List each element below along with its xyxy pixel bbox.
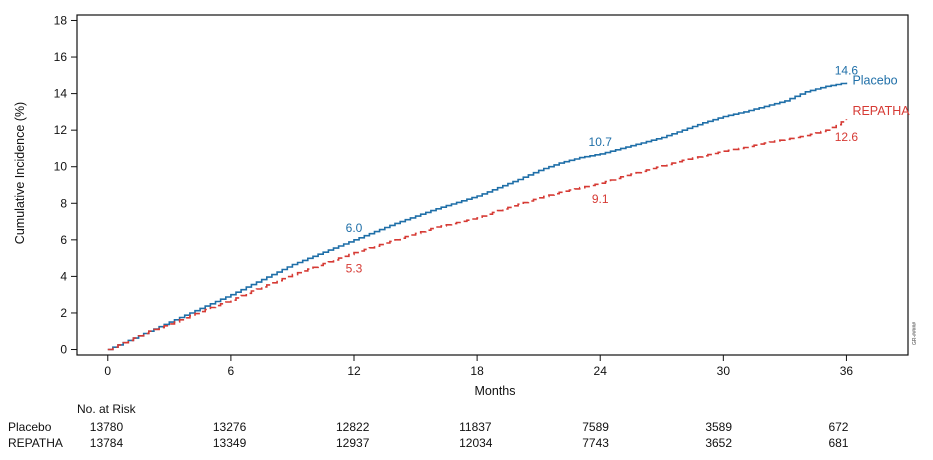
- data-label-repatha: 9.1: [592, 192, 609, 206]
- y-tick-label: 4: [60, 269, 67, 283]
- risk-cell: 3652: [705, 436, 733, 450]
- data-label-placebo: 6.0: [346, 221, 363, 235]
- x-tick-label: 6: [228, 364, 235, 378]
- data-label-repatha: 12.6: [835, 130, 859, 144]
- risk-cell: 12937: [336, 436, 370, 450]
- y-tick-label: 18: [54, 13, 68, 27]
- series-line-placebo: [107, 82, 848, 351]
- y-tick-label: 16: [54, 50, 68, 64]
- y-tick-label: 0: [60, 343, 67, 357]
- risk-table-header: No. at Risk: [77, 402, 136, 416]
- series-line-repatha: [107, 119, 848, 351]
- x-axis-title: Months: [475, 384, 516, 398]
- x-tick-label: 30: [717, 364, 731, 378]
- plot-frame: [76, 14, 909, 356]
- risk-cell: 13276: [212, 420, 247, 434]
- risk-cell: 12822: [336, 420, 370, 434]
- risk-cell: 12034: [459, 436, 493, 450]
- x-tick-label: 36: [840, 364, 854, 378]
- data-label-placebo: 14.6: [835, 64, 859, 78]
- risk-cell: 7589: [582, 420, 609, 434]
- y-tick-label: 2: [60, 306, 67, 320]
- risk-row-label: REPATHA: [8, 436, 63, 450]
- risk-cell: 672: [828, 420, 849, 434]
- risk-cell: 13349: [212, 436, 247, 450]
- x-tick-label: 18: [470, 364, 484, 378]
- data-label-repatha: 5.3: [346, 262, 363, 276]
- y-tick-label: 6: [60, 233, 67, 247]
- risk-cell: 681: [828, 436, 849, 450]
- risk-cell: 7743: [582, 436, 609, 450]
- x-tick-label: 12: [347, 364, 361, 378]
- risk-cell: 3589: [705, 420, 733, 434]
- x-tick-label: 0: [104, 364, 111, 378]
- y-axis-title: Cumulative Incidence (%): [13, 102, 27, 244]
- series-name-repatha: REPATHA: [852, 104, 910, 118]
- x-tick-label: 24: [594, 364, 608, 378]
- figure-code-label: GR-#####: [912, 322, 918, 345]
- y-tick-label: 10: [54, 160, 68, 174]
- y-tick-label: 12: [54, 123, 68, 137]
- y-tick-label: 14: [54, 87, 68, 101]
- risk-row-label: Placebo: [8, 420, 52, 434]
- series-name-placebo: Placebo: [852, 74, 897, 88]
- data-label-placebo: 10.7: [589, 135, 613, 149]
- risk-cell: 13784: [89, 436, 124, 450]
- risk-cell: 13780: [89, 420, 124, 434]
- y-tick-label: 8: [60, 196, 67, 210]
- risk-cell: 11837: [459, 420, 492, 434]
